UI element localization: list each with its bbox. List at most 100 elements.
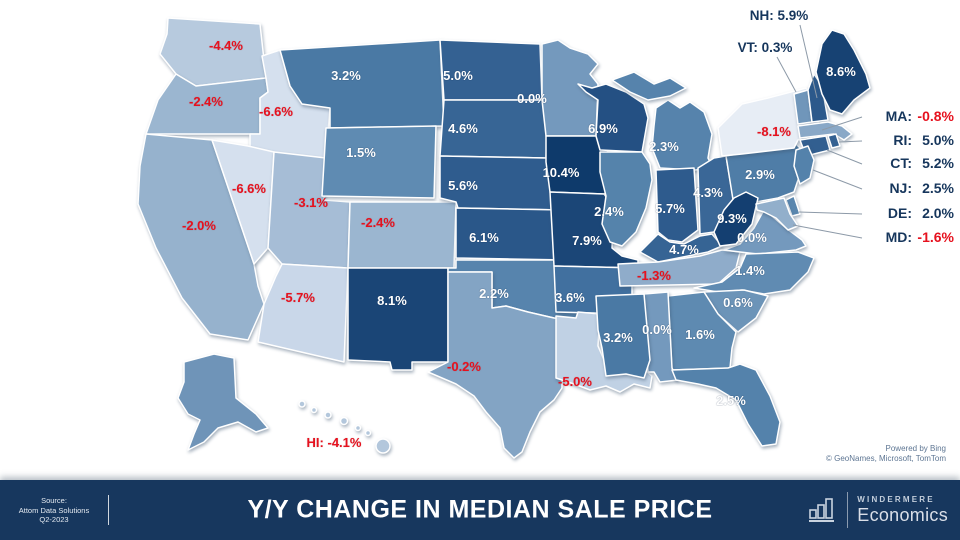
state-WI <box>577 83 649 153</box>
callout-abbr-NJ: NJ: <box>889 180 912 196</box>
callout-value-CT: 5.2% <box>922 155 954 171</box>
leader-line-VT <box>776 56 797 93</box>
callout-HI: HI: -4.1% <box>307 435 362 450</box>
state-HI-island <box>364 429 372 437</box>
state-TX <box>427 271 581 459</box>
state-HI-island <box>310 406 318 414</box>
leader-line-CT <box>826 149 863 165</box>
state-HI-island <box>298 400 306 408</box>
callout-value-MA: -0.8% <box>917 108 954 124</box>
value-label-NY: -8.1% <box>757 124 791 139</box>
state-DE <box>785 195 801 217</box>
state-MS <box>595 293 651 379</box>
leader-line-RI <box>838 140 863 143</box>
callout-value-NJ: 2.5% <box>922 180 954 196</box>
value-label-OR: -2.4% <box>189 94 223 109</box>
source-label: Source: <box>41 495 67 505</box>
footer-divider-right <box>847 492 849 528</box>
value-label-MO: 7.9% <box>572 233 602 248</box>
leader-lines-layer <box>776 24 863 239</box>
value-label-AL: 0.0% <box>642 322 672 337</box>
state-IL <box>599 151 653 247</box>
value-label-SD: 4.6% <box>448 121 478 136</box>
value-label-MI: 2.3% <box>649 139 679 154</box>
callout-abbr-MD: MD: <box>886 229 912 245</box>
callout-value-DE: 2.0% <box>922 205 954 221</box>
value-label-WY: 1.5% <box>346 145 376 160</box>
brand-logo: WINDERMERE Economics <box>808 492 948 528</box>
state-HI-island <box>339 416 349 426</box>
value-label-FL: 2.5% <box>716 393 746 408</box>
value-label-MN: 0.0% <box>517 91 547 106</box>
value-label-OH: 4.3% <box>693 185 723 200</box>
value-label-IL: 2.4% <box>594 204 624 219</box>
value-label-NM: 8.1% <box>377 293 407 308</box>
brand-text: WINDERMERE Economics <box>857 495 948 526</box>
state-AL <box>643 291 679 383</box>
brand-subtitle: Economics <box>857 504 948 525</box>
state-AZ <box>257 263 349 363</box>
state-MA <box>797 121 853 141</box>
state-CO <box>347 201 457 269</box>
state-MD <box>755 197 799 231</box>
value-label-LA: -5.0% <box>558 374 592 389</box>
copyright-line: © GeoNames, Microsoft, TomTom <box>826 454 946 463</box>
callout-NH: NH: 5.9% <box>750 8 809 23</box>
value-label-SC: 0.6% <box>723 295 753 310</box>
value-label-WA: -4.4% <box>209 38 243 53</box>
state-AK <box>177 353 269 451</box>
state-MI <box>651 99 713 171</box>
leader-line-MA <box>821 116 863 131</box>
leader-line-NJ <box>812 169 863 190</box>
source-provider: Attom Data Solutions <box>18 505 90 515</box>
value-label-TX: -0.2% <box>447 359 481 374</box>
value-label-CA: -2.0% <box>182 218 216 233</box>
state-WV <box>713 191 759 247</box>
value-label-GA: 1.6% <box>685 327 715 342</box>
labels-layer: -4.4% -2.4% -2.0% -6.6% -6.6% -3.1% -5.7% 3.2% 1… <box>182 8 955 450</box>
value-label-KS: 6.1% <box>469 230 499 245</box>
state-HI-island <box>324 411 332 419</box>
value-label-CO: -2.4% <box>361 215 395 230</box>
brand-name: WINDERMERE <box>857 494 935 504</box>
page-title: Y/Y CHANGE IN MEDIAN SALE PRICE <box>247 495 713 524</box>
callout-VT: VT: 0.3% <box>738 40 793 55</box>
callout-abbr-DE: DE: <box>888 205 912 221</box>
callout-abbr-RI: RI: <box>893 132 912 148</box>
callout-abbr-CT: CT: <box>890 155 912 171</box>
value-label-NC: 1.4% <box>735 263 765 278</box>
source-period: Q2-2023 <box>39 514 69 524</box>
value-label-AZ: -5.7% <box>281 290 315 305</box>
state-MI-upper-peninsula <box>611 71 687 101</box>
us-map: -4.4% -2.4% -2.0% -6.6% -6.6% -3.1% -5.7% 3.2% 1… <box>137 8 955 459</box>
leader-line-MD <box>792 224 863 239</box>
state-WY <box>321 125 437 199</box>
value-label-OK: 2.2% <box>479 286 509 301</box>
value-label-NE: 5.6% <box>448 178 478 193</box>
leader-line-DE <box>798 211 863 215</box>
state-ME <box>815 29 871 115</box>
state-HI-island <box>354 424 362 432</box>
value-label-MT: 3.2% <box>331 68 361 83</box>
leader-line-NH <box>799 24 818 99</box>
state-IN <box>655 167 699 243</box>
source-note: Source: Attom Data Solutions Q2-2023 <box>0 496 108 525</box>
callout-value-RI: 5.0% <box>922 132 954 148</box>
state-FL <box>671 363 781 447</box>
value-label-TN: -1.3% <box>637 268 671 283</box>
powered-by-bing: Powered by Bing <box>885 444 946 453</box>
value-label-MS: 3.2% <box>603 330 633 345</box>
value-label-IA: 10.4% <box>543 165 580 180</box>
map-attribution: Powered by Bing © GeoNames, Microsoft, T… <box>826 444 946 464</box>
footer-bar: Source: Attom Data Solutions Q2-2023 Y/Y… <box>0 480 960 540</box>
bar-chart-icon <box>809 498 835 522</box>
value-label-ID: -6.6% <box>259 104 293 119</box>
value-label-NV: -6.6% <box>232 181 266 196</box>
value-label-KY: 4.7% <box>669 242 699 257</box>
value-label-UT: -3.1% <box>294 195 328 210</box>
value-label-IN: 5.7% <box>655 201 685 216</box>
state-RI <box>827 133 841 149</box>
state-HI-island <box>375 438 391 454</box>
callout-value-MD: -1.6% <box>917 229 954 245</box>
